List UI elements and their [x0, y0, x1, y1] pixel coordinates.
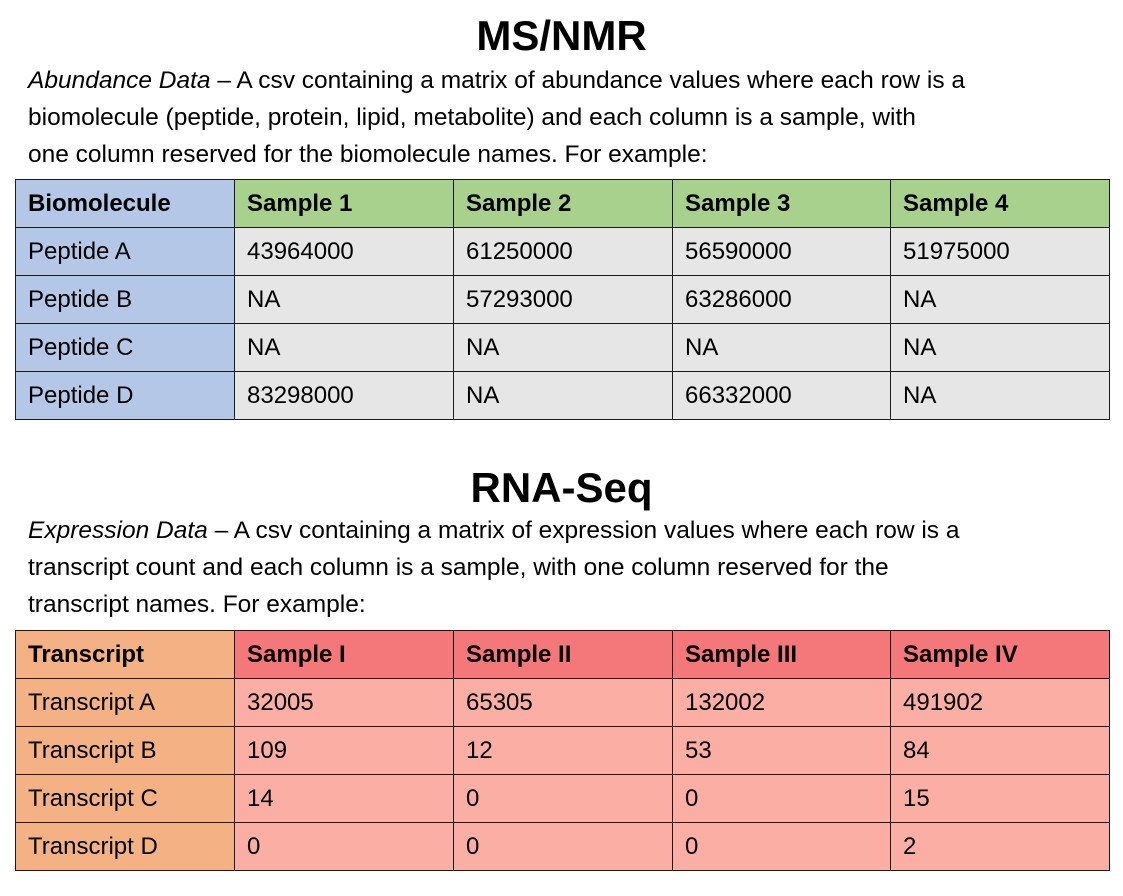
value-cell: 66332000 [672, 371, 891, 420]
ms-desc-line-1-rest: – A csv containing a matrix of abundance… [210, 67, 966, 94]
column-header-sample-1: Sample 1 [234, 179, 454, 228]
value-cell: 57293000 [453, 275, 673, 324]
row-name-cell: Peptide A [15, 227, 235, 276]
value-cell: 14 [234, 774, 454, 823]
rna-desc-line-1: Expression Data – A csv containing a mat… [28, 512, 1108, 549]
expression-data-table: Transcript Sample I Sample II Sample III… [15, 630, 1110, 871]
value-cell: 43964000 [234, 227, 454, 276]
column-header-sample-ii: Sample II [453, 630, 673, 679]
rna-desc-line-2: transcript count and each column is a sa… [28, 554, 889, 581]
value-cell: 63286000 [672, 275, 891, 324]
value-cell: 15 [890, 774, 1110, 823]
value-cell: 32005 [234, 678, 454, 727]
rna-seq-description: Expression Data – A csv containing a mat… [28, 512, 1108, 623]
column-header-sample-i: Sample I [234, 630, 454, 679]
table-row: Transcript D 0 0 0 2 [15, 822, 1110, 871]
value-cell: 0 [453, 822, 673, 871]
table-row: Peptide D 83298000 NA 66332000 NA [15, 371, 1110, 420]
column-header-sample-3: Sample 3 [672, 179, 891, 228]
row-name-cell: Peptide C [15, 323, 235, 372]
value-cell: 0 [453, 774, 673, 823]
value-cell: NA [453, 371, 673, 420]
value-cell: 491902 [890, 678, 1110, 727]
value-cell: 65305 [453, 678, 673, 727]
table-row: Transcript A 32005 65305 132002 491902 [15, 678, 1110, 727]
table-row: Peptide B NA 57293000 63286000 NA [15, 275, 1110, 324]
value-cell: NA [453, 323, 673, 372]
column-header-sample-4: Sample 4 [890, 179, 1110, 228]
value-cell: 51975000 [890, 227, 1110, 276]
value-cell: 132002 [672, 678, 891, 727]
value-cell: 109 [234, 726, 454, 775]
value-cell: 0 [672, 774, 891, 823]
value-cell: 56590000 [672, 227, 891, 276]
table-row: Transcript C 14 0 0 15 [15, 774, 1110, 823]
value-cell: NA [234, 275, 454, 324]
row-name-cell: Peptide D [15, 371, 235, 420]
row-name-cell: Transcript A [15, 678, 235, 727]
table-row: Peptide C NA NA NA NA [15, 323, 1110, 372]
ms-nmr-title: MS/NMR [476, 12, 647, 59]
column-header-biomolecule: Biomolecule [15, 179, 235, 228]
table-header-row: Transcript Sample I Sample II Sample III… [15, 630, 1110, 679]
rna-desc-lead: Expression Data [28, 517, 208, 544]
value-cell: 12 [453, 726, 673, 775]
column-header-transcript: Transcript [15, 630, 235, 679]
row-name-cell: Peptide B [15, 275, 235, 324]
value-cell: 83298000 [234, 371, 454, 420]
value-cell: 0 [234, 822, 454, 871]
value-cell: NA [234, 323, 454, 372]
value-cell: 2 [890, 822, 1110, 871]
ms-desc-line-1: Abundance Data – A csv containing a matr… [28, 62, 1108, 99]
ms-desc-lead: Abundance Data [28, 67, 211, 94]
table-header-row: Biomolecule Sample 1 Sample 2 Sample 3 S… [15, 179, 1110, 228]
column-header-sample-iii: Sample III [672, 630, 891, 679]
ms-desc-line-2: biomolecule (peptide, protein, lipid, me… [28, 104, 916, 131]
abundance-data-table: Biomolecule Sample 1 Sample 2 Sample 3 S… [15, 179, 1110, 420]
row-name-cell: Transcript B [15, 726, 235, 775]
value-cell: 53 [672, 726, 891, 775]
rna-seq-title: RNA-Seq [470, 464, 653, 511]
ms-nmr-description: Abundance Data – A csv containing a matr… [28, 62, 1108, 173]
value-cell: NA [672, 323, 891, 372]
value-cell: 84 [890, 726, 1110, 775]
table-row: Transcript B 109 12 53 84 [15, 726, 1110, 775]
row-name-cell: Transcript C [15, 774, 235, 823]
column-header-sample-2: Sample 2 [453, 179, 673, 228]
value-cell: NA [890, 323, 1110, 372]
ms-desc-line-3: one column reserved for the biomolecule … [28, 141, 708, 168]
rna-desc-line-1-rest: – A csv containing a matrix of expressio… [207, 517, 960, 544]
table-row: Peptide A 43964000 61250000 56590000 519… [15, 227, 1110, 276]
value-cell: 0 [672, 822, 891, 871]
row-name-cell: Transcript D [15, 822, 235, 871]
rna-desc-line-3: transcript names. For example: [28, 591, 366, 618]
value-cell: 61250000 [453, 227, 673, 276]
value-cell: NA [890, 371, 1110, 420]
value-cell: NA [890, 275, 1110, 324]
column-header-sample-iv: Sample IV [890, 630, 1110, 679]
